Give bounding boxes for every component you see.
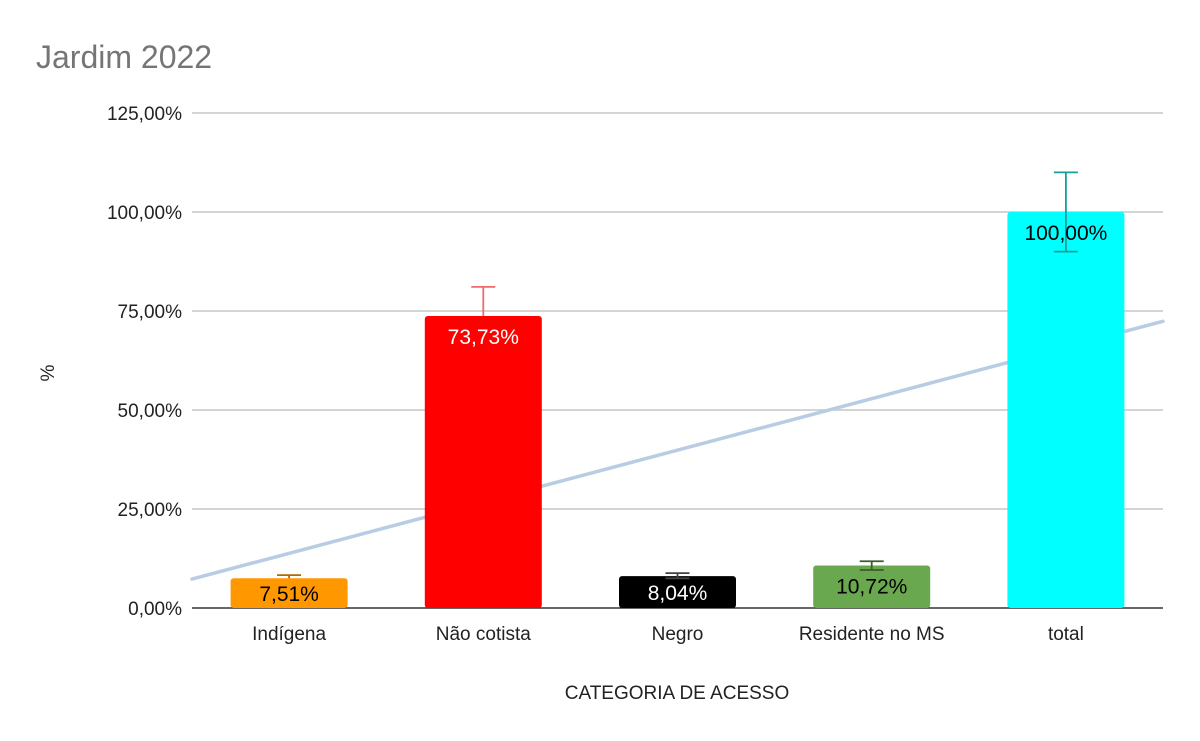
- x-axis-label: CATEGORIA DE ACESSO: [565, 683, 790, 704]
- data-label: 100,00%: [1024, 222, 1107, 245]
- bars: [230, 212, 1125, 608]
- category-label: Não cotista: [436, 624, 531, 645]
- gridlines: [192, 112, 1163, 609]
- y-tick-label: 0,00%: [128, 599, 182, 620]
- trendline-layer: [190, 319, 1165, 581]
- bar: [424, 316, 542, 608]
- data-label: 10,72%: [836, 576, 907, 599]
- y-tick-labels: 0,00% 25,00% 50,00% 75,00% 100,00% 125,00%: [107, 104, 182, 620]
- y-tick-label: 75,00%: [118, 302, 183, 323]
- bar: [230, 578, 348, 608]
- y-tick-label: 100,00%: [107, 203, 182, 224]
- error-bars: [277, 171, 1078, 580]
- category-labels: Indígena Não cotista Negro Residente no MS t…: [252, 624, 1084, 645]
- y-tick-label: 25,00%: [118, 500, 183, 521]
- bar: [813, 565, 931, 608]
- y-tick-label: 50,00%: [118, 401, 183, 422]
- data-label: 7,51%: [259, 583, 319, 606]
- data-label: 73,73%: [448, 326, 519, 349]
- chart-title: Jardim 2022: [36, 39, 212, 75]
- category-label: total: [1048, 624, 1084, 645]
- data-label: 8,04%: [648, 582, 708, 605]
- category-label: Residente no MS: [799, 624, 945, 645]
- data-labels: 7,51% 73,73% 8,04% 10,72% 100,00%: [259, 222, 1107, 606]
- bar: [1007, 212, 1125, 608]
- category-label: Negro: [652, 624, 704, 645]
- trendline: [190, 319, 1165, 581]
- category-label: Indígena: [252, 624, 326, 645]
- y-tick-label: 125,00%: [107, 104, 182, 125]
- y-axis-label: %: [38, 364, 59, 381]
- bar: [619, 576, 736, 608]
